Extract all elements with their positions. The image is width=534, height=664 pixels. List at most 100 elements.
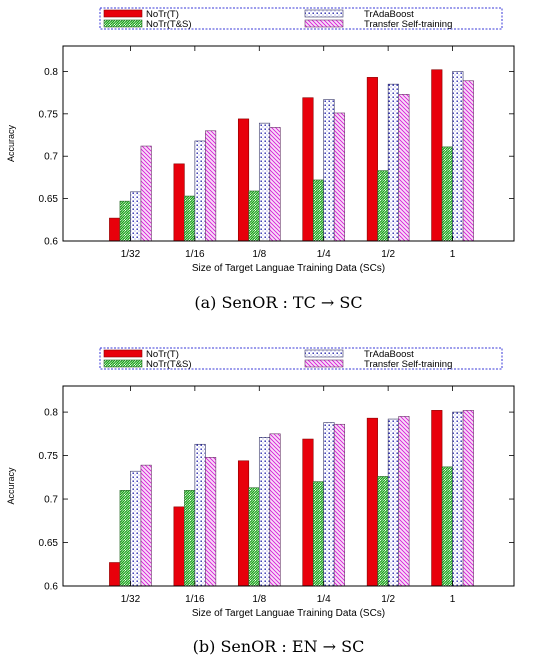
x-tick-label: 1/8 bbox=[252, 249, 266, 260]
legend-label-transfer-self-training: Transfer Self-training bbox=[364, 19, 452, 30]
bar-tradaboost bbox=[323, 99, 335, 242]
bar-notr-ts bbox=[119, 200, 131, 242]
bar-notr-ts bbox=[119, 490, 131, 587]
bar-notr-ts bbox=[377, 476, 389, 587]
bar-tradaboost bbox=[452, 411, 464, 587]
bar-notr-t bbox=[302, 97, 314, 242]
legend-swatch-transfer-self-training bbox=[304, 19, 344, 28]
x-tick-label: 1/2 bbox=[381, 249, 395, 260]
bar-transfer-self-training bbox=[269, 433, 281, 587]
legend-swatch-notr-t bbox=[103, 9, 143, 18]
x-tick-label: 1/4 bbox=[317, 249, 331, 260]
y-tick-label: 0.8 bbox=[44, 67, 58, 78]
bar-notr-ts bbox=[441, 466, 453, 587]
bar-notr-t bbox=[302, 438, 314, 587]
x-tick-label: 1/16 bbox=[185, 594, 205, 605]
legend-swatch-notr-ts bbox=[103, 19, 143, 28]
bar-notr-t bbox=[366, 417, 378, 587]
bar-notr-t bbox=[237, 460, 250, 587]
legend-swatch-notr-ts bbox=[103, 359, 143, 368]
legend-label-tradaboost: TrAdaBoost bbox=[364, 349, 414, 360]
bar-notr-ts bbox=[248, 190, 260, 242]
y-tick-label: 0.7 bbox=[44, 152, 58, 163]
y-tick-label: 0.75 bbox=[39, 109, 59, 120]
bar-tradaboost bbox=[194, 140, 206, 242]
legend-swatch-tradaboost bbox=[304, 9, 344, 18]
x-tick-label: 1 bbox=[450, 249, 456, 260]
bar-tradaboost bbox=[387, 83, 399, 242]
plot-frame bbox=[62, 45, 515, 242]
bar-tradaboost bbox=[130, 470, 142, 587]
bar-notr-t bbox=[431, 69, 443, 242]
bar-notr-ts bbox=[312, 179, 325, 242]
bar-notr-t bbox=[109, 562, 121, 587]
x-tick-label: 1/2 bbox=[381, 594, 395, 605]
bar-transfer-self-training bbox=[462, 410, 474, 587]
legend-label-transfer-self-training: Transfer Self-training bbox=[364, 359, 452, 370]
bar-tradaboost bbox=[452, 71, 464, 242]
y-tick-label: 0.75 bbox=[39, 451, 59, 462]
bar-transfer-self-training bbox=[269, 127, 281, 242]
x-tick-label: 1/32 bbox=[121, 594, 141, 605]
bar-notr-ts bbox=[184, 490, 196, 587]
bar-transfer-self-training bbox=[398, 94, 410, 242]
plot-frame bbox=[62, 385, 515, 587]
bar-notr-t bbox=[237, 118, 250, 242]
bar-transfer-self-training bbox=[140, 145, 152, 242]
legend-swatch-transfer-self-training bbox=[304, 359, 344, 368]
legend-swatch-tradaboost bbox=[304, 349, 344, 358]
figure-caption: (a) SenOR : TC → SC bbox=[194, 293, 362, 312]
bar-notr-ts bbox=[184, 195, 196, 242]
x-tick-label: 1 bbox=[450, 594, 456, 605]
bar-notr-ts bbox=[312, 481, 325, 587]
bar-transfer-self-training bbox=[140, 464, 152, 587]
bar-transfer-self-training bbox=[398, 416, 410, 587]
y-axis-label: Accuracy bbox=[6, 124, 16, 162]
x-tick-label: 1/16 bbox=[185, 249, 205, 260]
legend-label-tradaboost: TrAdaBoost bbox=[364, 9, 414, 20]
bar-notr-ts bbox=[441, 146, 453, 242]
bar-tradaboost bbox=[194, 443, 206, 587]
bar-notr-t bbox=[366, 77, 378, 242]
y-axis-label: Accuracy bbox=[6, 467, 16, 505]
y-tick-label: 0.7 bbox=[44, 495, 58, 506]
bar-tradaboost bbox=[323, 422, 335, 587]
y-tick-label: 0.8 bbox=[44, 408, 58, 419]
figure-caption: (b) SenOR : EN → SC bbox=[193, 637, 365, 656]
bar-notr-t bbox=[173, 163, 185, 242]
x-axis-label: Size of Target Languae Training Data (SC… bbox=[192, 263, 385, 274]
y-tick-label: 0.65 bbox=[39, 538, 59, 549]
legend-label-notr-t: NoTr(T) bbox=[146, 9, 179, 20]
bar-notr-ts bbox=[377, 170, 389, 242]
legend-label-notr-ts: NoTr(T&S) bbox=[146, 359, 192, 370]
bar-notr-t bbox=[109, 217, 121, 242]
bar-tradaboost bbox=[258, 122, 271, 242]
y-tick-label: 0.65 bbox=[39, 194, 59, 205]
legend-frame bbox=[99, 347, 503, 370]
bar-transfer-self-training bbox=[462, 80, 474, 242]
legend-label-notr-ts: NoTr(T&S) bbox=[146, 19, 192, 30]
bar-notr-t bbox=[431, 410, 443, 587]
legend-label-notr-t: NoTr(T) bbox=[146, 349, 179, 360]
bar-transfer-self-training bbox=[333, 112, 346, 242]
x-tick-label: 1/4 bbox=[317, 594, 331, 605]
legend-frame bbox=[99, 7, 503, 30]
x-tick-label: 1/8 bbox=[252, 594, 266, 605]
x-axis-label: Size of Target Languae Training Data (SC… bbox=[192, 608, 385, 619]
bar-notr-ts bbox=[248, 487, 260, 587]
bar-transfer-self-training bbox=[333, 423, 346, 587]
y-tick-label: 0.6 bbox=[44, 582, 58, 593]
bar-transfer-self-training bbox=[205, 457, 217, 587]
x-tick-label: 1/32 bbox=[121, 249, 141, 260]
bar-tradaboost bbox=[387, 418, 399, 587]
bar-notr-t bbox=[173, 506, 185, 587]
y-tick-label: 0.6 bbox=[44, 237, 58, 248]
bar-tradaboost bbox=[130, 191, 142, 242]
legend-swatch-notr-t bbox=[103, 349, 143, 358]
bar-tradaboost bbox=[258, 437, 271, 587]
